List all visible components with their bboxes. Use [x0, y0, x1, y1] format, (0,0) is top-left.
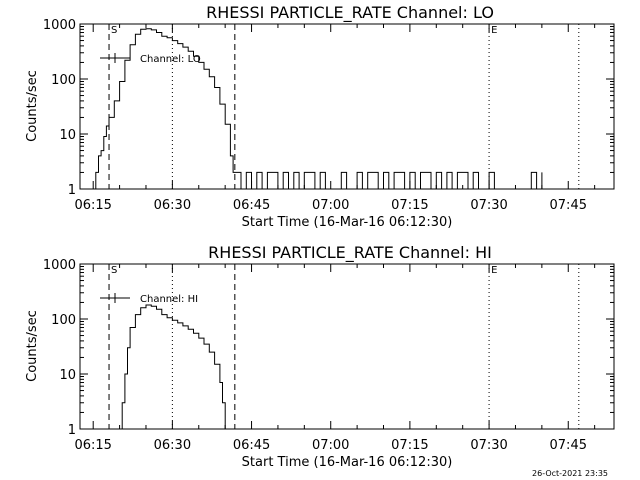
x-tick-label: 06:45	[233, 198, 270, 213]
series-line	[93, 28, 543, 190]
series-group	[119, 304, 226, 430]
time-marker-label: S	[111, 25, 117, 36]
x-axis-label: Start Time (16-Mar-16 06:12:30)	[242, 455, 453, 470]
legend-label: Channel: LO	[140, 54, 201, 65]
x-tick-label: 06:45	[233, 438, 270, 453]
time-marker-label: E	[491, 25, 497, 36]
legend: Channel: HI	[100, 293, 198, 305]
x-axis-ticks: 06:15 06:30 06:45 07:00 07:15 07:30 07:45	[74, 24, 596, 213]
panel-title: RHESSI PARTICLE_RATE Channel: LO	[206, 3, 494, 23]
x-tick-label: 06:15	[74, 198, 111, 213]
y-tick-label: 1	[68, 423, 76, 438]
x-tick-label: 07:00	[312, 198, 349, 213]
x-tick-label: 06:15	[74, 438, 111, 453]
series-line	[119, 304, 226, 430]
plot-frame	[79, 23, 615, 190]
panel-lo: RHESSI PARTICLE_RATE Channel: LO 06:15 06…	[25, 3, 615, 230]
panel-hi: RHESSI PARTICLE_RATE Channel: HI 06:15 06…	[25, 243, 615, 470]
x-tick-label: 07:15	[391, 438, 428, 453]
plot-frame	[79, 263, 615, 430]
x-tick-label: 07:30	[470, 438, 507, 453]
legend: Channel: LO	[100, 53, 201, 65]
x-tick-label: 07:30	[470, 198, 507, 213]
x-tick-label: 07:15	[391, 198, 428, 213]
x-tick-label: 07:45	[550, 438, 587, 453]
y-tick-label: 1	[68, 183, 76, 198]
x-axis-ticks: 06:15 06:30 06:45 07:00 07:15 07:30 07:45	[74, 264, 596, 453]
time-marker-label: E	[491, 265, 497, 276]
y-tick-label: 100	[51, 313, 76, 328]
x-tick-label: 06:30	[154, 198, 191, 213]
y-tick-label: 100	[51, 73, 76, 88]
x-tick-label: 07:45	[550, 198, 587, 213]
legend-label: Channel: HI	[140, 294, 198, 305]
x-tick-label: 07:00	[312, 438, 349, 453]
y-axis-label: Counts/sec	[25, 310, 40, 382]
y-axis-ticks: 1 10 100 1000	[43, 18, 614, 198]
x-axis-label: Start Time (16-Mar-16 06:12:30)	[242, 215, 453, 230]
x-tick-label: 06:30	[154, 438, 191, 453]
timestamp: 26-Oct-2021 23:35	[532, 469, 608, 478]
series-group	[93, 28, 543, 190]
time-marker-label: S	[111, 265, 117, 276]
y-axis-label: Counts/sec	[25, 70, 40, 142]
y-tick-label: 10	[59, 368, 76, 383]
y-tick-label: 10	[59, 128, 76, 143]
y-tick-label: 1000	[43, 18, 76, 33]
y-axis-ticks: 1 10 100 1000	[43, 258, 614, 438]
panel-title: RHESSI PARTICLE_RATE Channel: HI	[208, 243, 492, 263]
y-tick-label: 1000	[43, 258, 76, 273]
